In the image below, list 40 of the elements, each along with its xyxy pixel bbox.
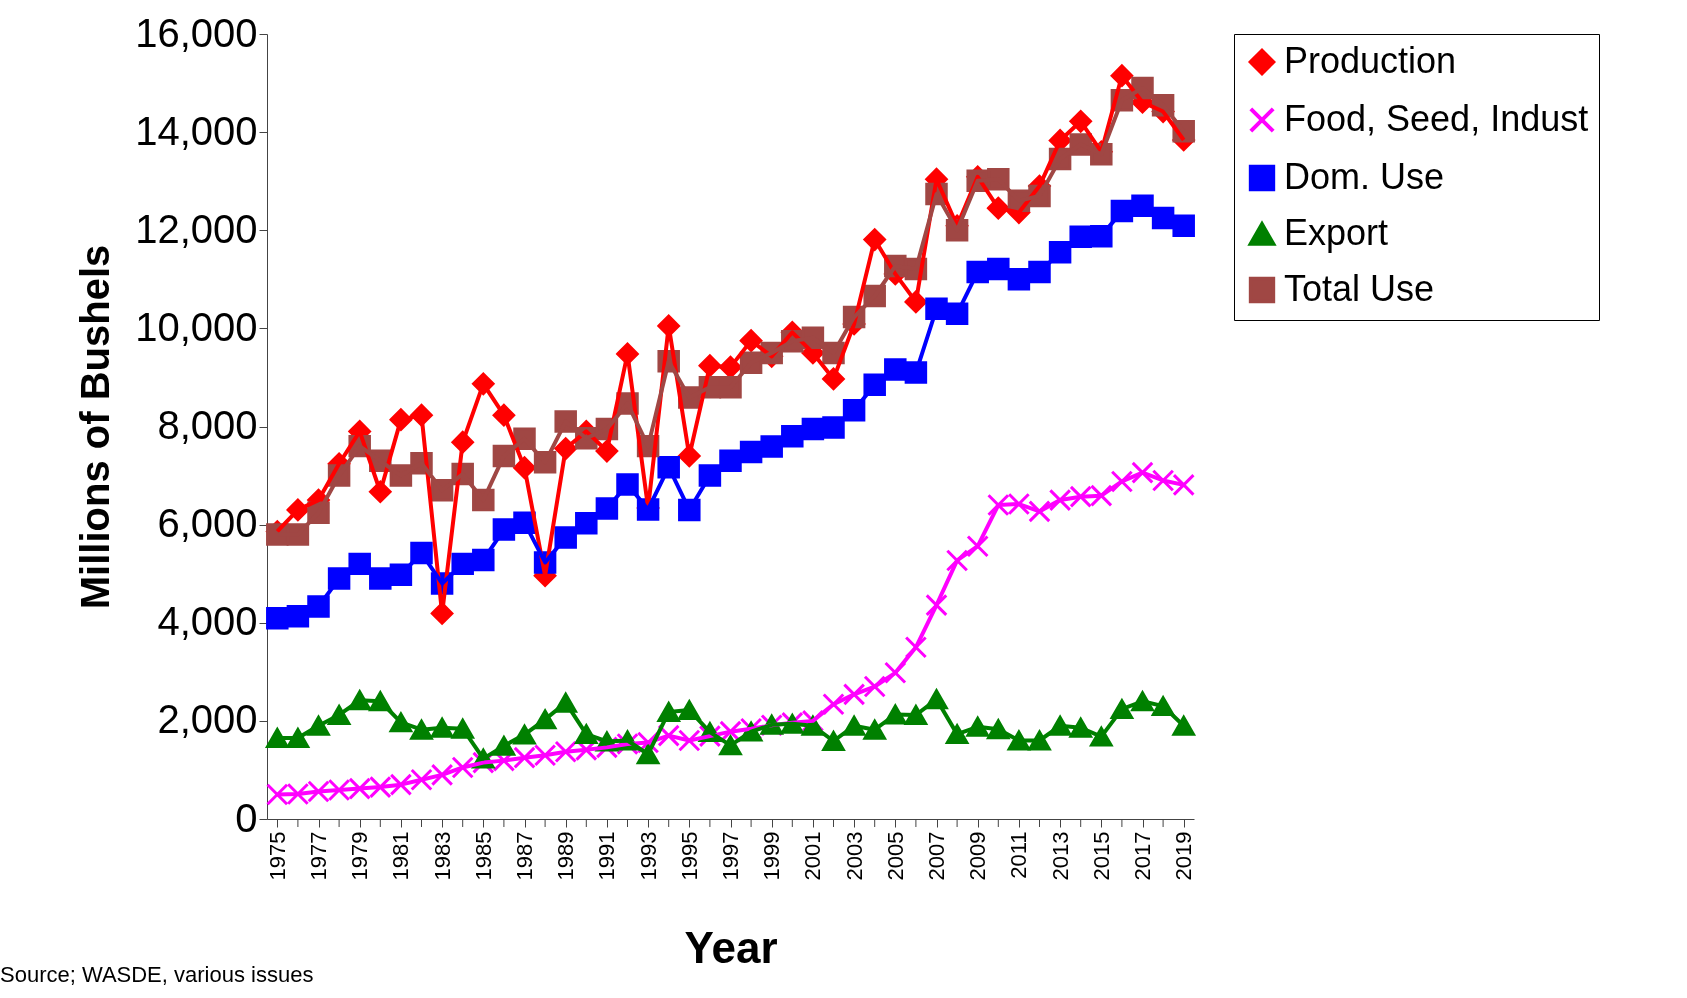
x-tick-label: 1985 xyxy=(470,831,496,881)
x-axis-title: Year xyxy=(684,923,778,973)
y-tick-label: 16,000 xyxy=(135,10,258,55)
x-tick-label: 2009 xyxy=(965,831,991,881)
x-tick-label: 2013 xyxy=(1047,831,1073,881)
y-tick-label: 6,000 xyxy=(157,501,258,546)
x-tick-label: 2007 xyxy=(924,831,949,881)
x-tick-label: 1999 xyxy=(759,831,785,881)
x-tick-label: 1991 xyxy=(594,831,620,881)
x-tick-label: 2001 xyxy=(800,831,826,881)
y-tick-label: 4,000 xyxy=(157,599,258,644)
x-tick-label: 2019 xyxy=(1171,831,1197,881)
y-tick-label: 8,000 xyxy=(157,403,258,447)
y-tick-label: 2,000 xyxy=(157,697,258,742)
legend-label: Export xyxy=(1284,212,1389,253)
y-tick-label: 12,000 xyxy=(135,206,258,251)
x-tick-label: 2017 xyxy=(1130,831,1155,881)
x-tick-label: 1989 xyxy=(553,831,579,881)
x-tick-label: 2011 xyxy=(1006,831,1032,879)
x-tick-label: 1981 xyxy=(388,831,414,881)
x-tick-label: 2003 xyxy=(841,831,867,881)
legend-label: Total Use xyxy=(1284,268,1435,309)
source-note: Source; WASDE, various issues xyxy=(0,962,314,988)
x-tick-label: 1997 xyxy=(718,831,743,881)
x-tick-label: 1995 xyxy=(676,831,702,881)
legend-label: Food, Seed, Indust xyxy=(1284,98,1589,139)
x-tick-label: 2005 xyxy=(882,831,908,881)
y-tick-label: 10,000 xyxy=(135,304,258,349)
y-tick-label: 0 xyxy=(235,795,258,840)
x-tick-label: 1975 xyxy=(264,831,290,881)
x-tick-label: 1977 xyxy=(306,831,331,881)
x-tick-label: 1987 xyxy=(512,831,537,881)
x-tick-label: 1979 xyxy=(347,831,373,881)
y-tick-label: 14,000 xyxy=(135,108,258,153)
y-axis-title: Millions of Bushels xyxy=(73,244,118,610)
legend-label: Production xyxy=(1284,40,1457,81)
x-tick-label: 1993 xyxy=(635,831,661,881)
x-tick-label: 2015 xyxy=(1088,831,1114,881)
x-tick-label: 1983 xyxy=(429,831,455,881)
legend-label: Dom. Use xyxy=(1284,156,1445,197)
